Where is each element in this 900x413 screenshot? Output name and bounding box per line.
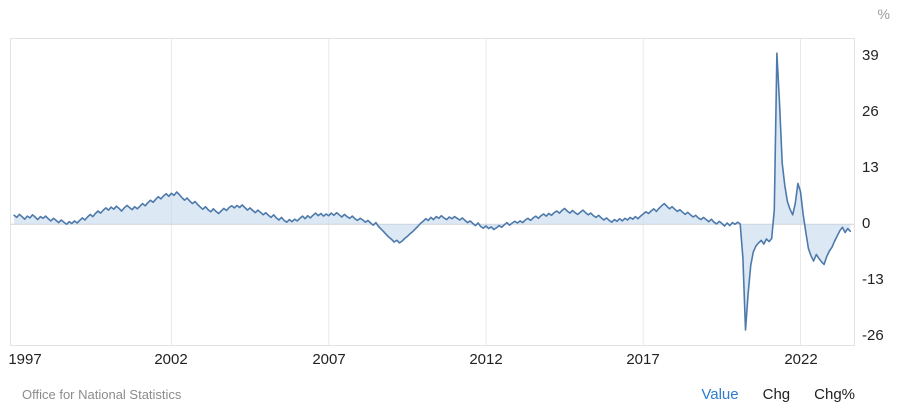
series-line — [13, 52, 852, 331]
y-tick-label: -13 — [862, 271, 884, 288]
unit-label: % — [877, 6, 890, 22]
x-tick-label: 2017 — [626, 351, 660, 368]
y-tick-label: -26 — [862, 327, 884, 344]
x-tick-label: 2007 — [312, 351, 346, 368]
mode-value[interactable]: Value — [701, 386, 739, 403]
mode-chg[interactable]: Chg — [762, 386, 791, 403]
x-tick-label: 2012 — [469, 351, 503, 368]
mode-switcher: Value Chg Chg% — [701, 384, 855, 405]
y-axis: 39 26 13 0 -13 -26 — [862, 39, 898, 345]
y-tick-label: 13 — [862, 159, 879, 176]
y-tick-label: 0 — [862, 215, 871, 232]
plot-svg — [11, 39, 854, 345]
footer: Office for National Statistics Value Chg C… — [0, 382, 900, 410]
mode-chg-pct[interactable]: Chg% — [814, 386, 855, 403]
x-tick-label: 2022 — [784, 351, 818, 368]
x-axis: 1997 2002 2007 2012 2017 2022 — [8, 351, 854, 371]
x-tick-label: 2002 — [154, 351, 188, 368]
plot-area[interactable] — [10, 38, 855, 346]
y-tick-label: 26 — [862, 103, 879, 120]
y-tick-label: 39 — [862, 47, 879, 64]
x-tick-label: 1997 — [8, 351, 42, 368]
source-label: Office for National Statistics — [22, 387, 182, 402]
series-area — [14, 53, 851, 330]
